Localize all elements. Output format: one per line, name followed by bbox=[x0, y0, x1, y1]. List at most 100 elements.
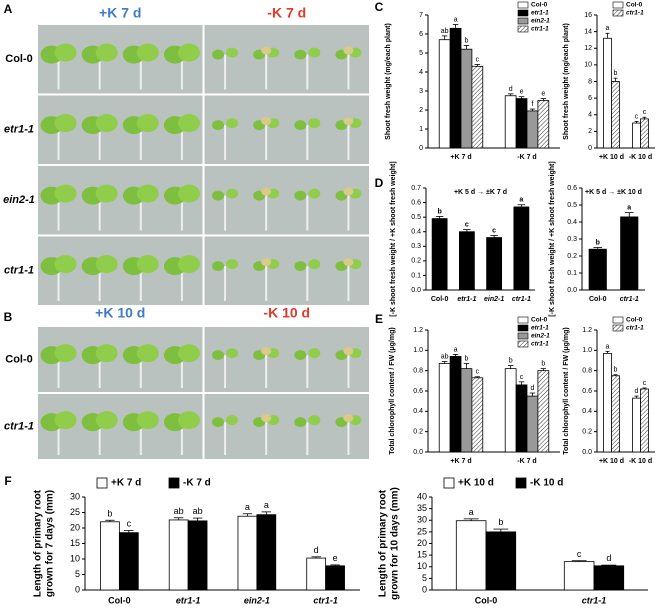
x-tick-label: Col-0 bbox=[431, 296, 449, 303]
y-tick-label: 0.0 bbox=[582, 449, 592, 456]
legend-swatch bbox=[517, 17, 529, 25]
x-tick-label: ctr1-1 bbox=[512, 296, 531, 303]
significance-letter: e bbox=[541, 91, 545, 98]
y-tick-label: 0 bbox=[588, 145, 592, 152]
bar bbox=[632, 397, 641, 453]
leaf bbox=[212, 350, 225, 361]
leaf bbox=[308, 188, 321, 199]
leaf bbox=[95, 344, 118, 363]
bar bbox=[306, 557, 327, 591]
significance-letter: ab bbox=[441, 353, 449, 360]
leaf bbox=[54, 255, 77, 274]
y-tick-label: 0 bbox=[422, 584, 427, 594]
leaf bbox=[294, 49, 307, 60]
y-tick-label: 15 bbox=[70, 538, 80, 548]
significance-letter: b bbox=[437, 208, 441, 215]
bar bbox=[460, 48, 473, 149]
y-tick-label: 1.2 bbox=[582, 327, 592, 334]
y-tick-label: 25 bbox=[70, 507, 80, 517]
bar bbox=[438, 363, 451, 453]
y-axis-label: Shoot fresh weight (mg/each plant) bbox=[385, 23, 392, 140]
legend-label: ein2-1 bbox=[531, 18, 550, 25]
y-tick-label: 0.3 bbox=[567, 236, 577, 243]
y-tick-label: 1.0 bbox=[582, 347, 592, 354]
bar bbox=[563, 561, 595, 591]
legend-swatch bbox=[612, 1, 624, 9]
bar bbox=[611, 375, 620, 453]
significance-letter: d bbox=[635, 388, 639, 395]
leaf bbox=[343, 414, 354, 423]
y-tick-label: 15 bbox=[417, 550, 427, 560]
y-tick-label: 8 bbox=[588, 78, 592, 85]
legend-label: Col-0 bbox=[626, 317, 643, 324]
y-tick-label: 0.8 bbox=[582, 368, 592, 375]
leaf bbox=[54, 184, 77, 203]
y-tick-label: 0.6 bbox=[411, 199, 421, 206]
bar bbox=[458, 231, 475, 291]
bar bbox=[537, 370, 550, 453]
significance-letter: c bbox=[492, 227, 496, 234]
significance-letter: b bbox=[614, 70, 618, 77]
leaf bbox=[136, 184, 159, 203]
leaf bbox=[308, 118, 321, 129]
x-tick-label: etr1-1 bbox=[457, 296, 476, 303]
y-tick-label: 0.0 bbox=[413, 449, 423, 456]
significance-letter: b bbox=[464, 355, 468, 362]
bar bbox=[256, 514, 277, 591]
panel-label: C bbox=[375, 0, 384, 14]
bar bbox=[449, 356, 462, 453]
y-tick-label: 0.6 bbox=[567, 185, 577, 192]
significance-letter: b bbox=[614, 367, 618, 374]
leaf bbox=[226, 259, 239, 270]
bar bbox=[640, 388, 649, 453]
leaf bbox=[177, 43, 200, 62]
bar bbox=[640, 118, 649, 149]
y-tick-label: 10 bbox=[584, 62, 592, 69]
bar bbox=[438, 39, 451, 149]
leaf bbox=[54, 411, 77, 430]
y-tick-label: 14 bbox=[584, 28, 592, 35]
leaf bbox=[212, 190, 225, 201]
y-axis-label: Length of primary root bbox=[33, 489, 44, 597]
leaf bbox=[212, 49, 225, 60]
x-tick-label: Col-0 bbox=[108, 595, 131, 605]
x-tick-label: ein2-1 bbox=[484, 296, 504, 303]
significance-letter: a bbox=[606, 343, 610, 350]
y-tick-label: 12 bbox=[584, 45, 592, 52]
leaf bbox=[95, 43, 118, 62]
column-header: +K 7 d bbox=[99, 5, 141, 21]
significance-letter: a bbox=[519, 197, 523, 204]
bar bbox=[513, 206, 530, 291]
leaf bbox=[308, 415, 321, 426]
bar bbox=[486, 237, 503, 291]
significance-letter: b bbox=[498, 517, 503, 527]
y-tick-label: 0 bbox=[75, 584, 80, 594]
bar bbox=[504, 368, 517, 453]
leaf bbox=[95, 114, 118, 133]
legend-swatch bbox=[517, 1, 529, 9]
x-tick-label: +K 7 d bbox=[450, 458, 471, 465]
significance-letter: b bbox=[509, 358, 513, 365]
leaf bbox=[343, 46, 354, 55]
column-header: -K 10 d bbox=[263, 305, 310, 321]
y-tick-label: 0.4 bbox=[413, 408, 423, 415]
y-axis-label: Total chlorophyll content / FW (μg/mg) bbox=[389, 327, 396, 454]
x-tick-label: ctr1-1 bbox=[313, 595, 338, 605]
leaf bbox=[261, 46, 272, 55]
y-axis-label: Length of primary root bbox=[378, 489, 389, 597]
y-tick-label: 40 bbox=[417, 491, 427, 501]
bar bbox=[504, 95, 517, 149]
chart-subtitle: +K 5 d → ±K 10 d bbox=[585, 189, 642, 196]
legend-label: -K 10 d bbox=[530, 478, 563, 489]
bar bbox=[431, 218, 448, 291]
y-tick-label: 0.0 bbox=[567, 287, 577, 294]
bar bbox=[537, 100, 550, 149]
legend-swatch bbox=[96, 477, 108, 489]
y-tick-label: 5 bbox=[422, 573, 427, 583]
significance-letter: c bbox=[643, 380, 647, 387]
leaf bbox=[308, 47, 321, 58]
legend-label: ein2-1 bbox=[531, 333, 550, 340]
row-label: Col-0 bbox=[5, 53, 33, 65]
bar bbox=[603, 352, 612, 453]
x-tick-label: -K 10 d bbox=[629, 154, 652, 161]
